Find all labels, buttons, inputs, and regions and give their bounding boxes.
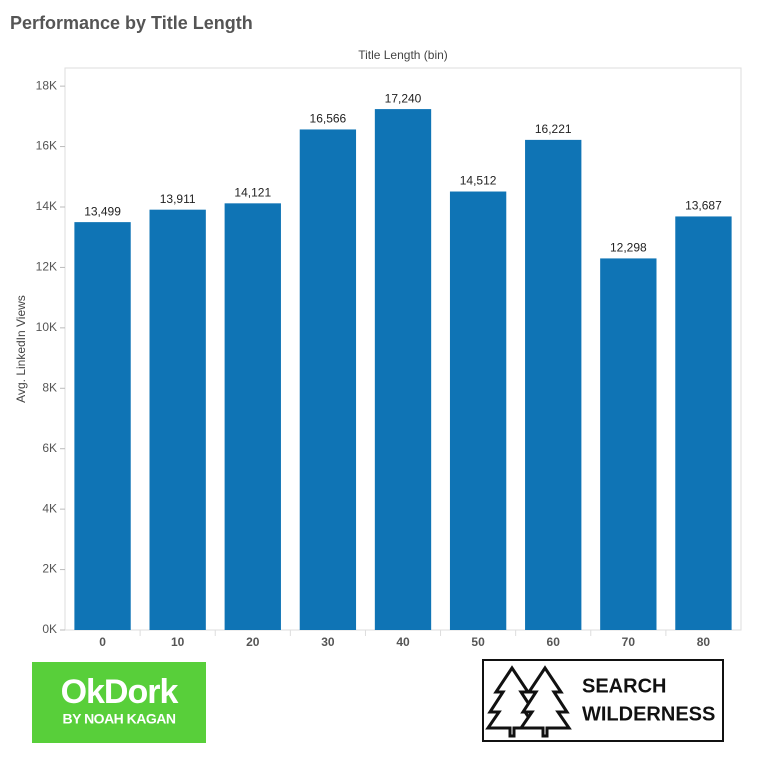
- chart-title: Performance by Title Length: [10, 13, 253, 33]
- bar: [675, 216, 732, 630]
- x-tick-label: 60: [547, 635, 561, 649]
- bar: [299, 129, 357, 631]
- value-label: 14,512: [460, 174, 497, 188]
- y-tick-label: 4K: [42, 501, 57, 515]
- bar: [374, 109, 432, 631]
- y-tick-label: 8K: [42, 380, 57, 394]
- value-label: 16,566: [310, 112, 347, 126]
- bar: [525, 139, 582, 631]
- logo-text: OkDork: [61, 673, 179, 711]
- y-tick-label: 6K: [42, 441, 57, 455]
- value-label: 16,221: [535, 122, 572, 136]
- y-tick-label: 2K: [42, 562, 57, 576]
- value-label: 12,298: [610, 241, 647, 255]
- x-tick-label: 80: [697, 635, 711, 649]
- x-axis-title: Title Length (bin): [358, 48, 448, 62]
- bar: [74, 222, 131, 630]
- logo-box: [32, 662, 206, 743]
- x-tick-label: 50: [471, 635, 485, 649]
- bar: [449, 191, 507, 630]
- tree-icon: [485, 665, 539, 738]
- x-tick-label: 10: [171, 635, 185, 649]
- x-tick-label: 70: [622, 635, 636, 649]
- x-tick-label: 0: [99, 635, 106, 649]
- logo-text: BY NOAH KAGAN: [62, 711, 175, 727]
- value-label: 13,911: [160, 192, 196, 206]
- value-label: 17,240: [385, 91, 422, 105]
- logo-text: WILDERNESS: [582, 703, 715, 725]
- search-wilderness-logo: SEARCH WILDERNESS: [482, 659, 724, 742]
- okdork-logo: OkDork BY NOAH KAGAN: [32, 662, 206, 743]
- x-tick-label: 40: [396, 635, 410, 649]
- value-label: 13,687: [685, 199, 722, 213]
- y-tick-label: 0K: [42, 622, 57, 636]
- value-label: 14,121: [234, 186, 271, 200]
- y-tick-label: 14K: [36, 199, 57, 213]
- y-tick-label: 10K: [36, 320, 57, 334]
- tree-icon: [518, 665, 572, 738]
- bar: [224, 203, 281, 630]
- bar: [600, 258, 657, 630]
- x-tick-label: 20: [246, 635, 260, 649]
- x-tick-label: 30: [321, 635, 335, 649]
- y-tick-label: 16K: [36, 139, 57, 153]
- logo-text: SEARCH: [582, 675, 666, 697]
- y-tick-label: 18K: [36, 78, 57, 92]
- y-axis-title: Avg. LinkedIn Views: [14, 295, 28, 403]
- bar: [149, 209, 206, 630]
- y-tick-label: 12K: [36, 260, 57, 274]
- value-label: 13,499: [84, 204, 121, 218]
